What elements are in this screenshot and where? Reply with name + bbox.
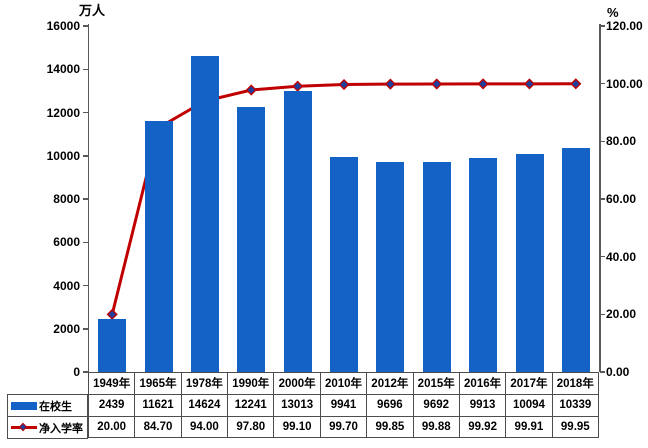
enrollment-bar-swatch-icon — [11, 401, 37, 410]
rate-marker-2016年 — [477, 78, 489, 90]
year-cell: 2000年 — [274, 373, 321, 395]
plot-area — [89, 26, 599, 372]
right-axis-tick-mark — [600, 255, 605, 258]
enrollment-value-cell: 13013 — [274, 394, 321, 417]
left-axis-tick-label: 16000 — [46, 19, 80, 33]
year-cell: 2016年 — [459, 373, 507, 395]
right-axis-tick-label: 0.00 — [606, 365, 630, 379]
rate-value-cell: 20.00 — [89, 416, 136, 439]
right-axis-tick-label: 80.00 — [606, 134, 637, 149]
left-axis-tick-mark — [83, 328, 88, 330]
rate-value-cell: 99.70 — [320, 416, 368, 439]
left-axis-tick-label: 4000 — [53, 278, 80, 293]
bar-1965年 — [144, 120, 173, 372]
right-axis-tick-mark — [600, 198, 605, 200]
left-axis-tick-label: 0 — [73, 365, 80, 379]
left-axis-tick-label: 12000 — [46, 105, 80, 120]
left-axis-line — [87, 24, 89, 372]
year-cell: 2010年 — [320, 373, 368, 395]
bar-1990年 — [237, 107, 266, 372]
rate-value-cell: 99.92 — [459, 416, 507, 439]
right-axis-tick-mark — [600, 82, 605, 85]
legend-row-enrollment: 在校生 — [8, 395, 87, 416]
rate-marker-2017年 — [523, 78, 536, 90]
left-axis-tick-label: 6000 — [53, 235, 80, 250]
year-cell: 2015年 — [413, 373, 460, 395]
rate-value-cell: 94.00 — [181, 416, 229, 439]
rate-value-cell: 97.80 — [228, 416, 275, 439]
year-cell: 1949年 — [89, 373, 136, 395]
right-axis-tick-label: 100.00 — [606, 76, 643, 91]
rate-value-cell: 99.85 — [367, 416, 414, 439]
rate-marker-1990年 — [245, 84, 257, 96]
year-cell: 1978年 — [181, 373, 229, 395]
bar-2015年 — [422, 162, 451, 372]
legend-label-rate: 净入学率 — [39, 422, 83, 435]
right-axis-line — [599, 24, 601, 372]
legend: 在校生 净入学率 — [7, 394, 88, 440]
enrollment-value-cell: 9692 — [413, 394, 460, 417]
enrollment-value-cell: 9696 — [367, 394, 414, 417]
rate-value-cell: 99.10 — [274, 416, 321, 439]
bar-1978年 — [190, 55, 219, 372]
left-axis-tick-mark — [83, 284, 88, 287]
left-axis-tick-mark — [83, 371, 88, 373]
left-axis-title: 万人 — [78, 3, 105, 18]
rate-line-swatch-icon — [11, 422, 37, 432]
bar-2016年 — [469, 157, 498, 372]
enrollment-value-cell: 12241 — [228, 394, 275, 417]
legend-label-enrollment: 在校生 — [39, 400, 72, 413]
enrollment-value-cell: 10094 — [506, 394, 553, 417]
enrollment-value-cell: 11621 — [135, 394, 182, 417]
rate-value-cell: 99.91 — [506, 416, 553, 439]
left-axis-tick-mark — [83, 68, 88, 70]
right-axis-tick-mark — [600, 140, 605, 143]
bar-2012年 — [376, 162, 405, 372]
rate-value-cell: 99.95 — [552, 416, 599, 439]
year-cell: 1965年 — [135, 373, 182, 395]
rate-marker-2012年 — [384, 78, 396, 90]
left-axis-tick-mark — [83, 241, 88, 243]
right-axis-tick-label: 40.00 — [606, 249, 637, 264]
left-axis-tick-mark — [83, 198, 88, 200]
legend-row-rate: 净入学率 — [8, 416, 87, 438]
year-cell: 2017年 — [506, 373, 553, 395]
left-axis-tick-label: 8000 — [53, 192, 80, 206]
enrollment-value-cell: 2439 — [89, 394, 136, 417]
enrollment-value-cell: 14624 — [181, 394, 229, 417]
rate-marker-2015年 — [431, 78, 443, 90]
right-axis-tick-label: 120.00 — [606, 19, 643, 33]
left-axis-tick-mark — [83, 25, 88, 27]
rate-marker-2018年 — [570, 78, 582, 90]
right-axis-tick-mark — [600, 25, 605, 27]
enrollment-value-cell: 9941 — [320, 394, 368, 417]
right-axis-tick-label: 20.00 — [606, 307, 637, 322]
right-axis-tick-label: 60.00 — [606, 192, 637, 206]
bar-2010年 — [330, 157, 358, 372]
left-axis-tick-label: 10000 — [46, 148, 80, 163]
left-axis-tick-label: 14000 — [46, 62, 80, 77]
rate-marker-1949年 — [106, 308, 118, 320]
rate-value-cell: 84.70 — [135, 416, 182, 439]
data-table: 1949年 1965年 1978年 1990年 2000年 2010年 2012年 2015年… — [88, 372, 599, 439]
year-cell: 2018年 — [552, 373, 599, 395]
left-axis-tick-mark — [83, 111, 88, 114]
bar-2017年 — [515, 153, 544, 372]
year-cell: 1990年 — [228, 373, 275, 395]
enrollment-value-cell: 10339 — [552, 394, 599, 417]
bar-2000年 — [283, 90, 312, 372]
right-axis-title: % — [607, 5, 619, 20]
bar-2018年 — [561, 148, 590, 372]
right-axis-tick-mark — [600, 371, 605, 373]
enrollment-value-cell: 9913 — [459, 394, 507, 417]
left-axis-tick-label: 2000 — [53, 321, 80, 336]
left-axis-tick-mark — [83, 155, 88, 157]
year-cell: 2012年 — [367, 373, 414, 395]
right-axis-tick-mark — [600, 313, 605, 316]
bar-1949年 — [98, 319, 127, 372]
rate-marker-2000年 — [292, 80, 304, 92]
rate-value-cell: 99.88 — [413, 416, 460, 439]
rate-marker-2010年 — [338, 78, 350, 91]
